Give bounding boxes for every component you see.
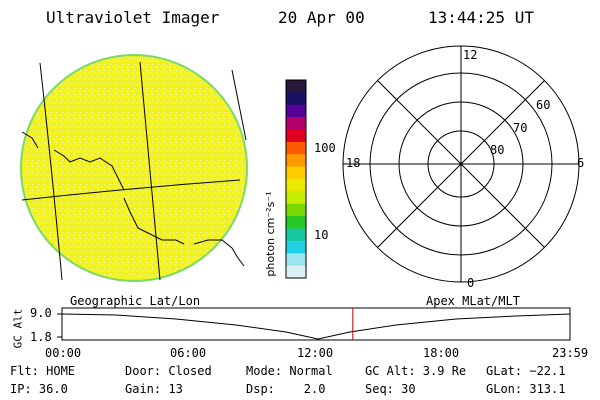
- timeline-plot: [57, 307, 571, 341]
- colorbar-cell: [286, 141, 306, 155]
- info-flight: Flt: HOME: [10, 364, 76, 378]
- colorbar-cell: [286, 92, 306, 106]
- colorbar-cell: [286, 240, 306, 254]
- colorbar-cell: [286, 228, 306, 242]
- mlt-label-12: 12: [463, 48, 478, 62]
- colorbar-cell: [286, 179, 306, 192]
- timeline-axis-label: GC Alt: [11, 308, 25, 349]
- info-glat: GLat: −22.1: [486, 364, 566, 378]
- instrument-title: Ultraviolet Imager: [46, 8, 220, 27]
- info-glon: GLon: 313.1: [486, 382, 566, 396]
- mlt-label-0: 0: [467, 276, 475, 290]
- info-ip: IP: 36.0: [10, 382, 68, 396]
- time-label: 13:44:25 UT: [428, 8, 534, 27]
- coastlines: [21, 131, 245, 267]
- colorbar-cell: [286, 80, 306, 93]
- info-gc-alt: GC Alt: 3.9 Re: [365, 364, 467, 378]
- mlat-label-60: 60: [536, 98, 551, 112]
- timeline-xtick-0: 00:00: [45, 346, 82, 360]
- colorbar-cell: [286, 104, 306, 118]
- earth-disk: [20, 54, 248, 282]
- timeline-xtick-1: 06:00: [170, 346, 207, 360]
- colorbar-cell: [286, 203, 306, 217]
- colorbar-cell: [286, 154, 306, 168]
- mlt-label-18: 18: [346, 156, 361, 170]
- colorbar-cell: [286, 253, 306, 267]
- timeline-ytick-bottom: 1.8: [30, 330, 52, 344]
- date-label: 20 Apr 00: [278, 8, 365, 27]
- timeline-xtick-3: 18:00: [423, 346, 460, 360]
- colorbar-tick-100: 100: [314, 141, 336, 155]
- colorbar-tick-10: 10: [314, 228, 329, 242]
- timeline-left-title: Geographic Lat/Lon: [70, 294, 201, 308]
- polar-mlt-plot: [342, 45, 580, 283]
- altitude-curve: [61, 313, 571, 340]
- mlt-label-6: 6: [577, 156, 585, 170]
- timeline-xtick-2: 12:00: [297, 346, 334, 360]
- colorbar-cell: [286, 129, 306, 143]
- lat-lon-grid: [21, 61, 247, 281]
- info-door: Door: Closed: [125, 364, 212, 378]
- colorbar-cell: [286, 117, 306, 131]
- timeline-ytick-top: 9.0: [30, 306, 52, 320]
- colorbar-cell: [286, 216, 306, 230]
- mlat-label-80: 80: [490, 143, 505, 157]
- colorbar-cell: [286, 265, 306, 279]
- colorbar-label: photon cm⁻²s⁻¹: [264, 191, 277, 276]
- timeline-right-title: Apex MLat/MLT: [426, 294, 520, 308]
- info-mode: Mode: Normal: [246, 364, 333, 378]
- colorbar-cell: [286, 191, 306, 205]
- info-dsp: Dsp: 2.0: [246, 382, 326, 396]
- uv-image-disk: [20, 54, 248, 282]
- timeline-xtick-4: 23:59: [552, 346, 589, 360]
- info-gain: Gain: 13: [125, 382, 183, 396]
- colorbar-cell: [286, 166, 306, 180]
- mlat-label-70: 70: [513, 121, 528, 135]
- colorbar: photon cm⁻²s⁻¹: [264, 79, 307, 279]
- info-seq: Seq: 30: [365, 382, 416, 396]
